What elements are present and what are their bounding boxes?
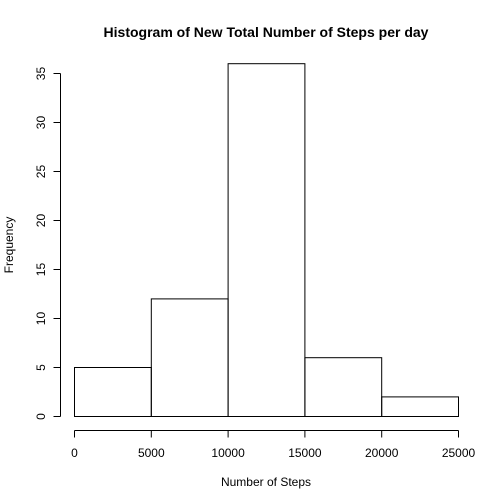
histogram-bar-4	[381, 396, 460, 417]
x-axis-label: Number of Steps	[221, 475, 311, 489]
chart-title: Histogram of New Total Number of Steps p…	[104, 24, 429, 40]
x-tick-label-5: 25000	[442, 446, 476, 460]
histogram-bar-3	[304, 357, 383, 418]
histogram-bar-2	[227, 63, 306, 417]
x-axis: 0 5000 10000 15000 20000 25000	[71, 430, 476, 460]
x-tick-label-4: 20000	[365, 446, 399, 460]
y-tick-label-5: 25	[34, 165, 48, 179]
y-tick-label-3: 15	[34, 263, 48, 277]
x-tick-label-1: 5000	[138, 446, 165, 460]
x-tick-label-2: 10000	[211, 446, 245, 460]
y-tick-label-4: 20	[34, 214, 48, 228]
y-axis-label: Frequency	[2, 217, 16, 274]
y-axis: 0 5 10 15 20 25 30 35	[34, 67, 61, 420]
y-tick-label-7: 35	[34, 67, 48, 81]
x-tick-label-0: 0	[71, 446, 78, 460]
x-tick-label-3: 15000	[288, 446, 322, 460]
y-tick-label-6: 30	[34, 116, 48, 130]
histogram-bars	[74, 63, 460, 418]
y-tick-label-0: 0	[34, 413, 48, 420]
y-tick-label-1: 5	[34, 364, 48, 371]
y-tick-label-2: 10	[34, 312, 48, 326]
